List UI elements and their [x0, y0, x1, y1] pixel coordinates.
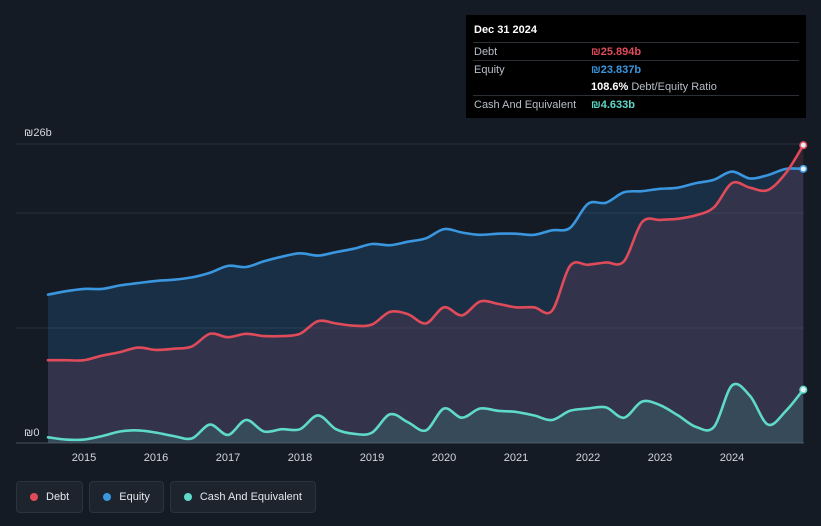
y-axis-top-label: ₪26b	[24, 127, 52, 139]
tooltip-debt-label: Debt	[474, 45, 498, 58]
debt-equity-chart: ₪26b ₪0 2015 2016 2017 2018 2019 2020 2021 2022…	[16, 127, 808, 464]
legend-cash-dot	[183, 493, 192, 501]
cash-and-equivalent-end-marker	[799, 385, 808, 394]
x-tick-2020: 2020	[432, 452, 456, 464]
end-markers	[799, 141, 808, 394]
tooltip-equity-value: ₪23.837b	[591, 63, 642, 76]
tooltip-row-cash: Cash And Equivalent ₪4.633b	[473, 95, 799, 113]
tooltip-row-debt: Debt ₪25.894b	[473, 42, 799, 60]
x-tick-2023: 2023	[648, 452, 672, 464]
tooltip-row-equity: Equity ₪23.837b	[473, 60, 799, 78]
tooltip-cash-value: ₪4.633b	[591, 98, 635, 111]
axis-labels: ₪26b ₪0	[24, 127, 52, 439]
legend-equity-dot	[103, 493, 112, 501]
x-tick-2017: 2017	[216, 452, 240, 464]
data-tooltip: Dec 31 2024 Debt ₪25.894b Equity ₪23.837…	[466, 15, 806, 118]
x-axis-ticks: 2015 2016 2017 2018 2019 2020 2021 2022 2023 2024	[72, 452, 744, 464]
tooltip-row-ratio: 108.6% Debt/Equity Ratio	[473, 78, 799, 95]
cash-and-equivalent-line	[46, 382, 805, 442]
legend-cash-label: Cash And Equivalent	[199, 491, 302, 503]
x-tick-2019: 2019	[360, 452, 384, 464]
gridlines	[16, 143, 804, 444]
tooltip-ratio-caption: Debt/Equity Ratio	[631, 80, 717, 93]
x-tick-2024: 2024	[720, 452, 744, 464]
debt-line	[46, 143, 805, 362]
legend-cash[interactable]: Cash And Equivalent	[169, 481, 316, 513]
legend-equity[interactable]: Equity	[89, 481, 164, 513]
tooltip-cash-label: Cash And Equivalent	[474, 98, 577, 111]
legend-debt[interactable]: Debt	[16, 481, 84, 513]
chart-legend: Debt Equity Cash And Equivalent	[16, 481, 316, 513]
equity-line	[46, 167, 805, 296]
debt-area	[48, 145, 804, 443]
x-tick-2021: 2021	[504, 452, 528, 464]
legend-debt-dot	[30, 493, 38, 501]
equity-end-marker	[799, 164, 808, 173]
y-axis-bottom-label: ₪0	[24, 427, 39, 439]
series-lines	[46, 143, 805, 442]
x-tick-2015: 2015	[72, 452, 96, 464]
tooltip-date: Dec 31 2024	[474, 24, 537, 36]
x-tick-2016: 2016	[144, 452, 168, 464]
tooltip-equity-label: Equity	[474, 63, 505, 76]
area-fills	[48, 145, 804, 443]
tooltip-ratio-value: 108.6%	[591, 80, 629, 93]
x-tick-2018: 2018	[288, 452, 312, 464]
x-tick-2022: 2022	[576, 452, 600, 464]
debt-end-marker	[799, 141, 808, 150]
equity-area	[48, 168, 804, 443]
legend-equity-label: Equity	[119, 491, 150, 503]
tooltip-debt-value: ₪25.894b	[591, 45, 642, 58]
legend-debt-label: Debt	[46, 491, 70, 503]
